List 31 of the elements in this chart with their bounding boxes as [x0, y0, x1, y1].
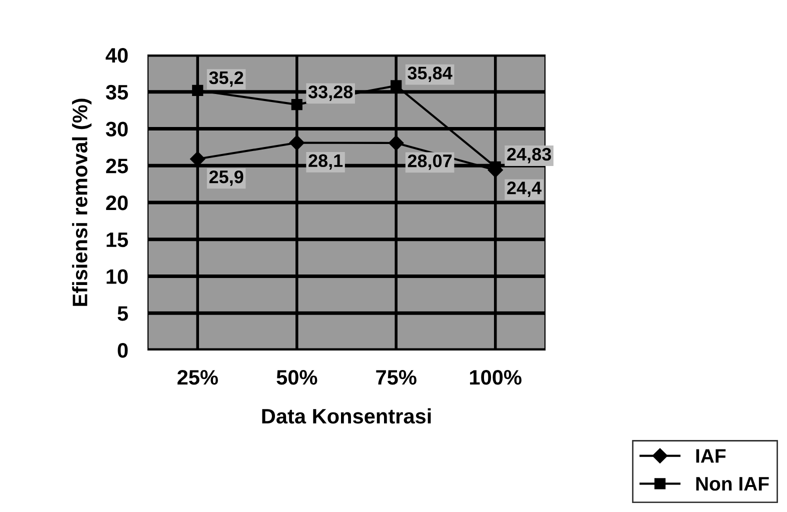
y-tick-label: 5 — [118, 306, 128, 321]
point — [291, 99, 302, 110]
point — [490, 161, 501, 172]
legend-label: Non IAF — [696, 477, 769, 491]
x-axis-title: Data Konsentrasi — [262, 408, 431, 424]
y-tick-label: 20 — [106, 196, 128, 210]
point — [289, 135, 304, 150]
y-tick-label: 30 — [106, 122, 128, 137]
data-label: 35,2 — [209, 71, 244, 87]
x-tick-label: 50% — [276, 370, 318, 385]
data-label: 35,84 — [408, 66, 452, 82]
data-label: 33,28 — [308, 86, 353, 101]
y-tick-label: 40 — [106, 48, 128, 63]
y-tick-label: 0 — [118, 343, 128, 358]
data-label: 28,1 — [308, 154, 343, 170]
x-tick-label: 25% — [178, 370, 218, 385]
y-tick-label: 35 — [106, 84, 128, 100]
point — [388, 135, 404, 151]
data-label: 28,07 — [408, 154, 452, 170]
point — [192, 84, 204, 96]
data-label: 24,83 — [507, 148, 552, 164]
point — [390, 80, 402, 92]
data-label: 25,9 — [209, 170, 244, 186]
data-label: 24,4 — [507, 182, 542, 197]
x-tick-label: 100% — [470, 370, 522, 385]
y-tick-label: 25 — [106, 158, 128, 174]
x-tick-label: 75% — [376, 370, 416, 385]
y-tick-label: 15 — [106, 232, 128, 248]
y-tick-label: 10 — [106, 269, 128, 284]
legend-label: IAF — [696, 449, 726, 463]
y-axis-title: Efisiensi removal (%) — [72, 98, 92, 306]
